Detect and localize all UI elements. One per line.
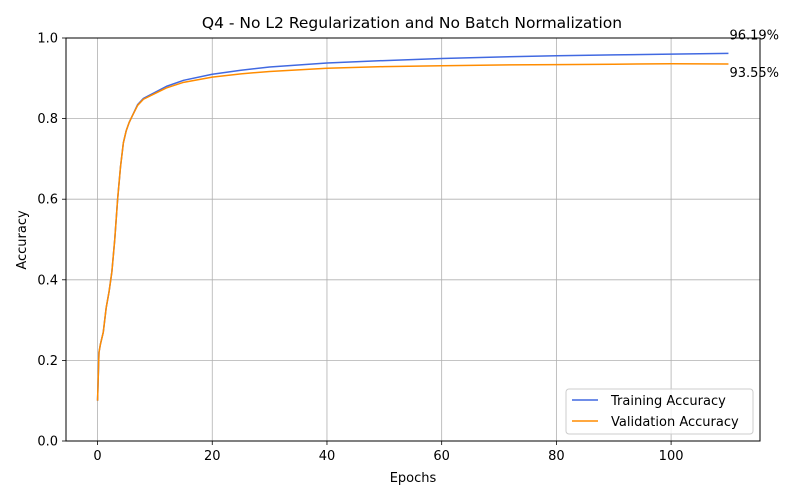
end-value-labels: 96.19% 93.55%: [729, 28, 779, 81]
x-tick-label: 60: [433, 449, 450, 464]
x-axis-label: Epochs: [390, 471, 437, 486]
series-line-1: [96, 63, 729, 401]
end-label-0: 96.19%: [729, 28, 779, 43]
y-axis-label: Accuracy: [15, 210, 30, 270]
legend-label-training: Training Accuracy: [610, 394, 726, 409]
x-tick-label: 100: [659, 449, 684, 464]
chart-title: Q4 - No L2 Regularization and No Batch N…: [202, 14, 622, 32]
y-tick-label: 0.0: [37, 435, 58, 450]
x-tick-label: 40: [319, 449, 336, 464]
axis-ticks: 0 20 40 60 80 100 0.0 0.2 0.4 0.6 0.8 1.0: [37, 32, 683, 465]
x-tick-label: 0: [93, 449, 101, 464]
series-layer: [96, 52, 729, 401]
y-tick-label: 0.6: [37, 193, 58, 208]
y-tick-label: 0.4: [37, 273, 58, 288]
y-tick-label: 0.2: [37, 354, 58, 369]
plot-frame: [65, 37, 761, 442]
x-tick-label: 80: [548, 449, 565, 464]
end-label-1: 93.55%: [729, 66, 779, 81]
legend: Training Accuracy Validation Accuracy: [565, 388, 754, 435]
y-tick-label: 1.0: [37, 32, 58, 47]
legend-label-validation: Validation Accuracy: [611, 415, 739, 430]
y-tick-label: 0.8: [37, 112, 58, 127]
x-tick-label: 20: [204, 449, 221, 464]
legend-box: [565, 388, 754, 435]
